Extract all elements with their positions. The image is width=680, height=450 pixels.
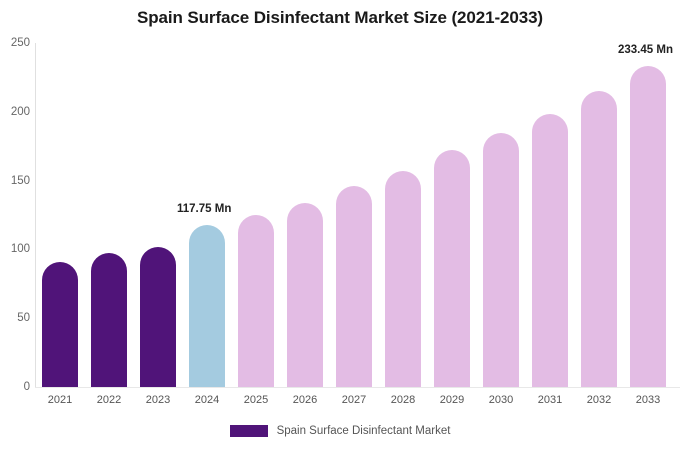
y-axis-tick-label: 0 [23,381,30,393]
bar-2028[interactable] [385,170,421,387]
x-axis-tick-label-2027: 2027 [341,394,367,406]
x-axis-tick-label-2028: 2028 [390,394,416,406]
legend-swatch-spain-surface-disinfectant-market [229,425,268,437]
bar-2029[interactable] [434,150,470,387]
x-axis-tick-label-2023: 2023 [145,394,171,406]
x-axis-tick-label-2032: 2032 [586,394,612,406]
bar-2031[interactable] [532,114,568,387]
x-axis-tick-label-2033: 2033 [635,394,661,406]
y-axis-tick-label: 100 [10,243,30,256]
x-axis-tick-label-2024: 2024 [194,394,220,406]
y-axis-tick-label: 150 [10,174,30,187]
x-axis-tick-label-2030: 2030 [488,394,514,406]
bar-2027[interactable] [336,186,372,387]
bar-value-label-2033: 233.45 Mn [618,43,673,56]
x-axis-tick-label-2021: 2021 [47,394,73,406]
x-axis-tick-label-2029: 2029 [439,394,465,406]
bar-2032[interactable] [581,91,617,387]
x-axis-tick-label-2022: 2022 [96,394,122,406]
bar-2025[interactable] [238,215,274,387]
bar-2026[interactable] [287,203,323,387]
bar-2022[interactable] [91,252,127,387]
y-axis-tick-label: 50 [17,312,30,325]
legend-label: Spain Surface Disinfectant Market [276,425,451,437]
y-axis-tick-label: 250 [10,37,30,49]
x-axis-tick-label-2031: 2031 [537,394,563,406]
bar-2024[interactable] [189,224,225,387]
chart-legend: Spain Surface Disinfectant Market [0,425,680,437]
x-axis-tick-label-2026: 2026 [292,394,318,406]
chart-title: Spain Surface Disinfectant Market Size (… [137,8,543,27]
x-axis-tick-label-2025: 2025 [243,394,269,406]
bar-2033[interactable] [630,65,666,387]
bar-2021[interactable] [42,262,78,387]
bar-value-label-2024: 117.75 Mn [177,202,232,215]
bar-2023[interactable] [140,247,176,387]
y-axis-line [35,43,36,388]
y-axis-tick-label: 200 [10,105,30,118]
x-axis-line [35,387,680,388]
bar-2030[interactable] [483,133,519,387]
